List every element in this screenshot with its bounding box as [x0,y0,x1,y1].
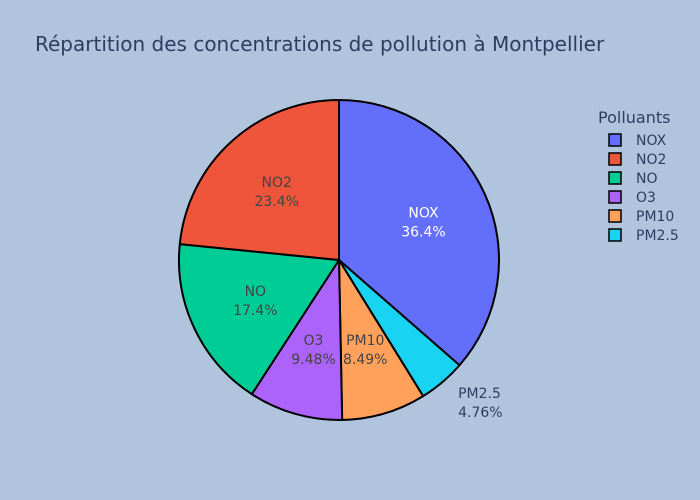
pie-slice-pm10[interactable] [338,259,425,421]
pie-slice-no[interactable] [178,243,340,396]
chart-title: Répartition des concentrations de pollut… [35,32,605,56]
slice-name-label-no2: NO2 [262,175,292,191]
slice-percent-label-no2: 23.4% [254,194,298,210]
legend-swatch-no [608,171,622,185]
pie-slice-no2[interactable] [178,99,340,261]
legend-title: Polluants [598,108,670,127]
pie-slices [178,99,500,421]
legend-item-pm2-5[interactable]: PM2.5 [608,228,679,244]
legend: Polluants NOX NO2 NO O3 PM10 PM2.5 [598,108,679,244]
slice-percent-label-no: 17.4% [233,303,277,319]
legend-item-no2[interactable]: NO2 [608,152,666,168]
legend-swatch-nox [608,133,622,147]
legend-label-o3: O3 [636,190,656,206]
slice-percent-label-pm10: 8.49% [343,352,387,368]
legend-swatch-pm2-5 [608,228,622,242]
legend-item-o3[interactable]: O3 [608,190,656,206]
legend-item-no[interactable]: NO [608,171,658,187]
legend-item-pm10[interactable]: PM10 [608,209,674,225]
slice-name-label-nox: NOX [408,206,439,222]
slice-percent-label-o3: 9.48% [291,352,335,368]
slice-percent-label-nox: 36.4% [401,225,445,241]
legend-label-nox: NOX [636,133,667,149]
legend-swatch-o3 [608,190,622,204]
legend-label-pm10: PM10 [636,209,674,225]
pie-slice-labels: NOX 36.4% PM2.5 4.76% PM10 8.49% O3 9.48% NO 17.4… [233,175,503,421]
slice-name-label-pm2-5: PM2.5 [458,386,501,402]
pie-slice-nox[interactable] [338,99,500,367]
legend-label-pm2-5: PM2.5 [636,228,679,244]
slice-name-label-no: NO [245,284,267,300]
legend-label-no2: NO2 [636,152,666,168]
legend-swatch-pm10 [608,209,622,223]
legend-swatch-no2 [608,152,622,166]
slice-name-label-o3: O3 [304,333,324,349]
slice-name-label-pm10: PM10 [346,333,384,349]
legend-label-no: NO [636,171,658,187]
legend-items: NOX NO2 NO O3 PM10 PM2.5 [608,133,679,244]
slice-percent-label-pm2-5: 4.76% [458,405,502,421]
legend-item-nox[interactable]: NOX [608,133,667,149]
pie-slice-o3[interactable] [250,259,344,421]
